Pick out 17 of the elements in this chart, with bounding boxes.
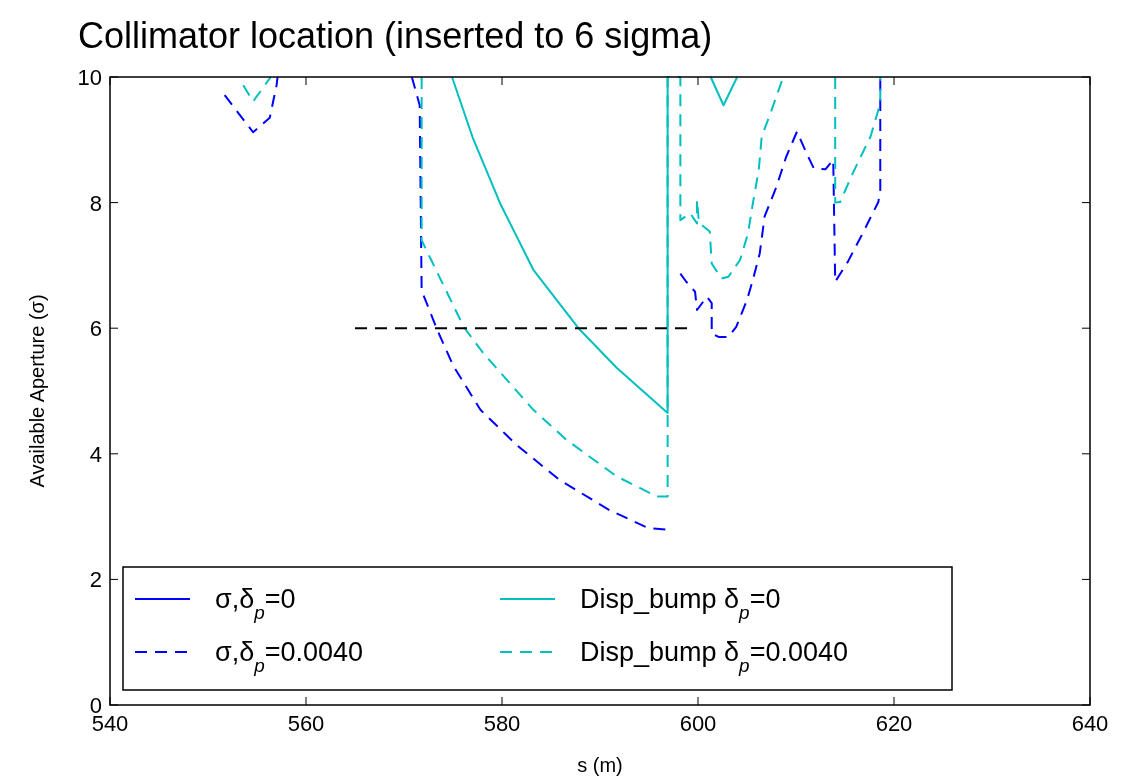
x-tick-label: 560	[287, 711, 325, 736]
legend-label: σ,δ$_{p}$=0.0040	[215, 637, 364, 676]
y-tick-label: 6	[89, 316, 102, 342]
x-axis-title: s (m)	[577, 754, 623, 776]
y-tick-label: 2	[89, 567, 102, 593]
y-tick-label: 8	[89, 190, 102, 216]
legend-label: σ,δ$_{p}$=0	[215, 584, 296, 623]
legend-label: Disp_bump δ$_{p}$=0	[580, 584, 781, 623]
legend-label: Disp_bump δ$_{p}$=0.0040	[580, 637, 848, 676]
y-tick-label: 10	[77, 65, 102, 90]
chart-title: Collimator location (inserted to 6 sigma)	[78, 15, 713, 56]
x-tick-label: 640	[1071, 711, 1109, 736]
y-tick-label: 4	[89, 441, 102, 467]
y-axis-title: Available Aperture (σ)	[26, 294, 48, 488]
x-tick-label: 580	[483, 711, 521, 736]
x-tick-label: 620	[875, 711, 913, 736]
x-tick-label: 600	[679, 711, 717, 736]
